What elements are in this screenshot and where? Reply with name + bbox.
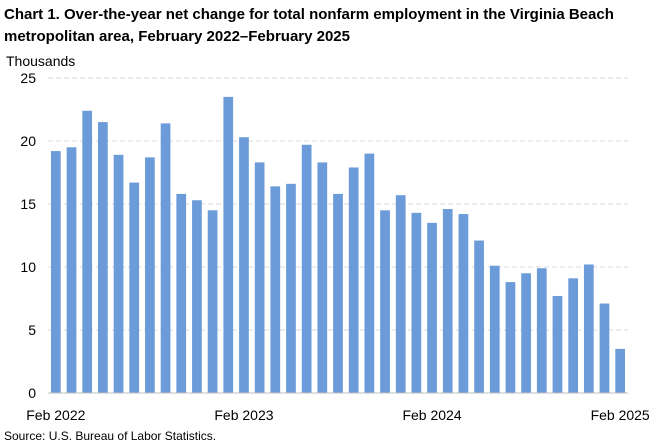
bar xyxy=(50,151,61,393)
x-tick-label: Feb 2024 xyxy=(402,407,461,423)
bar xyxy=(333,193,343,393)
bar xyxy=(301,144,312,393)
y-tick-label: 0 xyxy=(28,385,36,401)
bar xyxy=(427,222,437,393)
bar xyxy=(474,240,484,393)
bar xyxy=(223,96,234,394)
bar xyxy=(270,186,281,393)
bar xyxy=(583,264,594,393)
bar xyxy=(254,162,265,393)
bar xyxy=(145,157,155,393)
bar xyxy=(160,123,171,394)
bar xyxy=(442,209,453,393)
bar xyxy=(317,162,328,393)
x-tick-label: Feb 2025 xyxy=(591,407,650,423)
bar xyxy=(364,153,375,393)
bar xyxy=(411,212,422,393)
bar xyxy=(536,268,547,393)
bar xyxy=(82,110,93,393)
bars xyxy=(50,96,626,394)
bar xyxy=(521,273,531,393)
y-tick-label: 25 xyxy=(20,70,36,86)
bar xyxy=(286,183,296,393)
bar xyxy=(113,154,124,393)
x-tick-label: Feb 2023 xyxy=(214,407,273,423)
bar xyxy=(489,265,500,393)
bar xyxy=(380,210,390,393)
bar xyxy=(505,282,516,393)
bar xyxy=(98,122,108,393)
x-axis-ticks: Feb 2022 Feb 2023 Feb 2024 Feb 2025 xyxy=(26,407,650,423)
x-tick-label: Feb 2022 xyxy=(26,407,85,423)
bar xyxy=(552,295,563,393)
bar xyxy=(129,182,140,393)
bar xyxy=(395,195,406,393)
y-tick-label: 15 xyxy=(20,196,36,212)
y-tick-label: 10 xyxy=(20,259,36,275)
y-tick-label: 20 xyxy=(20,133,36,149)
bar xyxy=(176,193,187,393)
y-axis-unit-label: Thousands xyxy=(6,53,76,69)
bar xyxy=(615,348,626,393)
bar xyxy=(348,167,359,393)
bar xyxy=(239,137,249,393)
bar xyxy=(458,214,469,393)
bar xyxy=(568,278,578,393)
bar xyxy=(192,200,202,393)
bar xyxy=(207,210,218,393)
y-tick-label: 5 xyxy=(28,322,36,338)
source-note: Source: U.S. Bureau of Labor Statistics. xyxy=(4,429,217,443)
bar xyxy=(599,303,610,393)
y-axis-ticks: 0 5 10 15 20 25 xyxy=(20,70,36,401)
bar xyxy=(66,147,77,393)
chart-title: Chart 1. Over-the-year net change for to… xyxy=(4,6,614,45)
